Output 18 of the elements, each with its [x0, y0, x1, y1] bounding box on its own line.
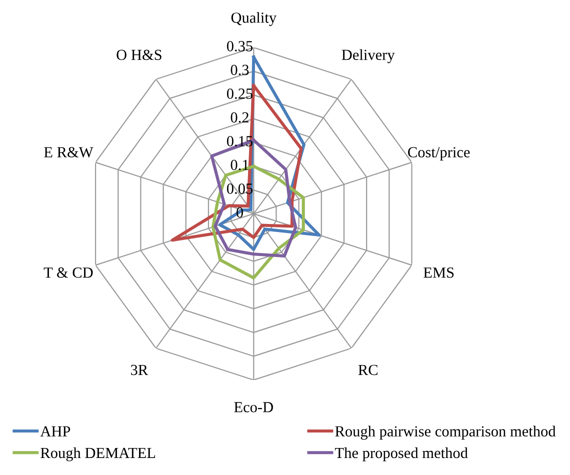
y-tick-label: 0.1 [230, 160, 248, 170]
spoke-label: Quality [231, 12, 277, 26]
y-tick-label: 0.35 [226, 41, 253, 52]
spoke-label: Cost/price [408, 147, 470, 161]
spoke-label: T & CD [44, 267, 93, 278]
legend-label: Rough DEMATEL [40, 447, 156, 462]
spoke-label: O H&S [116, 50, 162, 60]
spoke-label: Delivery [342, 49, 395, 64]
spoke-label: 3R [131, 364, 148, 376]
spoke-label: RC [358, 364, 378, 376]
spoke-label: EMS [424, 267, 454, 278]
y-tick-label: 0.2 [230, 112, 248, 123]
legend-label: AHP [40, 426, 70, 436]
spoke-label: Eco-D [234, 402, 273, 412]
legend-label: The proposed method [335, 447, 468, 462]
spoke-label: E R&W [44, 147, 94, 158]
y-tick-label: 0.3 [230, 64, 249, 76]
legend-label: Rough pairwise comparison method [335, 426, 556, 440]
